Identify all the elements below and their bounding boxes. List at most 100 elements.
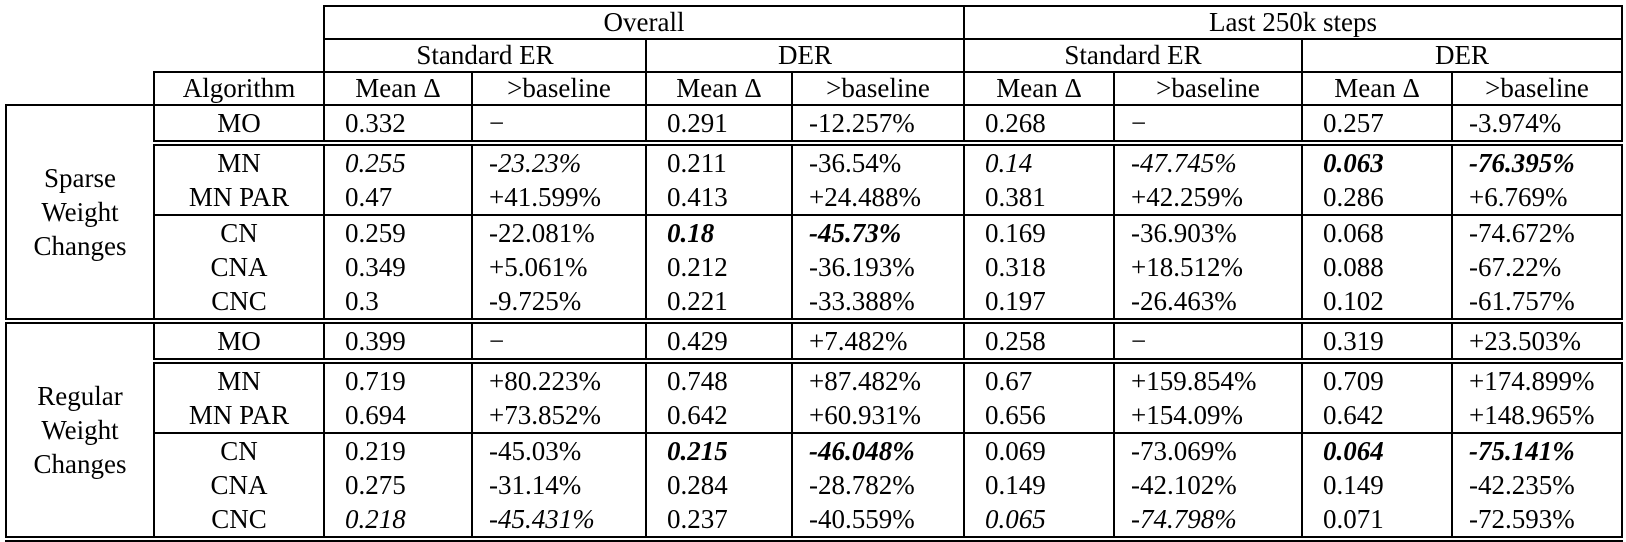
mean-delta-cell: 0.3	[323, 284, 473, 324]
baseline-cell: −	[1113, 321, 1304, 364]
mean-delta-cell: 0.211	[645, 143, 793, 180]
baseline-cell: +5.061%	[471, 250, 647, 284]
algorithm-cell: CNA	[153, 468, 325, 502]
baseline-cell: -73.069%	[1113, 433, 1304, 468]
baseline-cell: +60.931%	[790, 398, 966, 434]
header-row-er-type: Standard ER DER Standard ER DER	[6, 38, 1624, 73]
baseline-cell: -12.257%	[790, 105, 966, 146]
row-group-label: Sparse Weight Changes	[5, 104, 155, 324]
baseline-cell: +148.965%	[1451, 398, 1624, 434]
baseline-cell: -42.235%	[1451, 468, 1624, 502]
baseline-cell: -40.559%	[790, 502, 966, 542]
baseline-cell: +73.852%	[471, 398, 647, 434]
table-body: Sparse Weight Changes MO 0.332−0.291 -12.25…	[5, 104, 1624, 542]
baseline-cell: -36.193%	[790, 250, 966, 284]
baseline-cell: +41.599%	[471, 180, 647, 216]
mean-delta-cell: 0.065	[963, 502, 1116, 542]
header-gt-baseline: >baseline	[471, 71, 647, 106]
mean-delta-cell: 0.102	[1301, 284, 1454, 324]
baseline-cell: +23.503%	[1451, 321, 1624, 364]
baseline-cell: -45.03%	[471, 433, 647, 468]
baseline-cell: -9.725%	[471, 284, 647, 324]
header-spacer	[6, 39, 324, 72]
header-algorithm: Algorithm	[153, 71, 325, 106]
mean-delta-cell: 0.429	[645, 321, 793, 364]
baseline-cell: -26.463%	[1113, 284, 1304, 324]
baseline-cell: −	[1113, 105, 1304, 146]
table-row: CN 0.259 -22.081% 0.18 -45.73% 0.169 -36.903% 0…	[6, 215, 1624, 250]
baseline-cell: +24.488%	[790, 180, 966, 216]
mean-delta-cell: 0.709	[1301, 361, 1454, 398]
table-row: MN 0.255 -23.23% 0.211 -36.54% 0.14 -47.745% 0.…	[6, 143, 1624, 180]
baseline-cell: −	[471, 105, 647, 146]
mean-delta-cell: 0.47	[323, 180, 473, 216]
header-overall-standard-er: Standard ER	[323, 38, 647, 73]
header-last-250k-steps: Last 250k steps	[963, 5, 1624, 40]
baseline-cell: -75.141%	[1451, 433, 1624, 468]
table-row: MN 0.719 +80.223% 0.748 +87.482% 0.67 +159.854…	[6, 361, 1624, 398]
baseline-cell: +87.482%	[790, 361, 966, 398]
baseline-cell: -61.757%	[1451, 284, 1624, 324]
baseline-cell: -76.395%	[1451, 143, 1624, 180]
baseline-cell: +6.769%	[1451, 180, 1624, 216]
table-row: MN PAR 0.47 +41.599% 0.413 +24.488% 0.381 +42.…	[6, 180, 1624, 216]
mean-delta-cell: 0.237	[645, 502, 793, 542]
algorithm-cell: CNC	[153, 502, 325, 542]
mean-delta-cell: 0.381	[963, 180, 1116, 216]
mean-delta-cell: 0.748	[645, 361, 793, 398]
mean-delta-cell: 0.259	[323, 215, 473, 250]
algorithm-cell: MO	[153, 321, 325, 364]
algorithm-cell: CN	[153, 433, 325, 468]
header-spacer	[6, 72, 154, 105]
header-row-sections: Overall Last 250k steps	[6, 5, 1624, 40]
mean-delta-cell: 0.349	[323, 250, 473, 284]
mean-delta-cell: 0.642	[1301, 398, 1454, 434]
mean-delta-cell: 0.212	[645, 250, 793, 284]
table-row: Regular Weight Changes MO 0.399−0.429 +7.48…	[5, 320, 1624, 542]
mean-delta-cell: 0.332	[323, 105, 473, 146]
header-last-der: DER	[1301, 38, 1624, 73]
mean-delta-cell: 0.291	[645, 105, 793, 146]
mean-delta-cell: 0.284	[645, 468, 793, 502]
header-mean-delta: Mean Δ	[645, 71, 793, 106]
baseline-cell: -45.431%	[471, 502, 647, 542]
mean-delta-cell: 0.257	[1301, 105, 1454, 146]
baseline-cell: +154.09%	[1113, 398, 1304, 434]
baseline-cell: +7.482%	[790, 321, 966, 364]
algorithm-cell: MN	[153, 361, 325, 398]
baseline-cell: +18.512%	[1113, 250, 1304, 284]
header-mean-delta: Mean Δ	[963, 71, 1116, 106]
algorithm-cell: MN PAR	[153, 180, 325, 216]
mean-delta-cell: 0.719	[323, 361, 473, 398]
mean-delta-cell: 0.169	[963, 215, 1116, 250]
header-mean-delta: Mean Δ	[323, 71, 473, 106]
header-gt-baseline: >baseline	[1451, 71, 1624, 106]
mean-delta-cell: 0.656	[963, 398, 1116, 434]
table-row: CNA 0.349 +5.061% 0.212 -36.193% 0.318 +18.512…	[6, 250, 1624, 284]
baseline-cell: +159.854%	[1113, 361, 1304, 398]
baseline-cell: −	[471, 321, 647, 364]
mean-delta-cell: 0.18	[645, 215, 793, 250]
baseline-cell: -42.102%	[1113, 468, 1304, 502]
mean-delta-cell: 0.064	[1301, 433, 1454, 468]
row-group-label: Regular Weight Changes	[5, 320, 155, 542]
baseline-cell: -28.782%	[790, 468, 966, 502]
mean-delta-cell: 0.068	[1301, 215, 1454, 250]
mean-delta-cell: 0.215	[645, 433, 793, 468]
table-row: CN 0.219 -45.03% 0.215 -46.048% 0.069 -73.069%…	[6, 433, 1624, 468]
baseline-cell: -23.23%	[471, 143, 647, 180]
header-spacer	[6, 6, 324, 39]
page: Overall Last 250k steps Standard ER DER …	[5, 5, 1624, 542]
baseline-cell: -31.14%	[471, 468, 647, 502]
header-gt-baseline: >baseline	[1113, 71, 1304, 106]
mean-delta-cell: 0.063	[1301, 143, 1454, 180]
header-overall-der: DER	[644, 38, 966, 73]
mean-delta-cell: 0.319	[1301, 321, 1454, 364]
baseline-cell: +80.223%	[471, 361, 647, 398]
baseline-cell: -74.672%	[1451, 215, 1624, 250]
baseline-cell: -3.974%	[1451, 105, 1624, 146]
mean-delta-cell: 0.219	[323, 433, 473, 468]
mean-delta-cell: 0.255	[323, 143, 473, 180]
algorithm-cell: MO	[153, 105, 325, 146]
baseline-cell: -67.22%	[1451, 250, 1624, 284]
